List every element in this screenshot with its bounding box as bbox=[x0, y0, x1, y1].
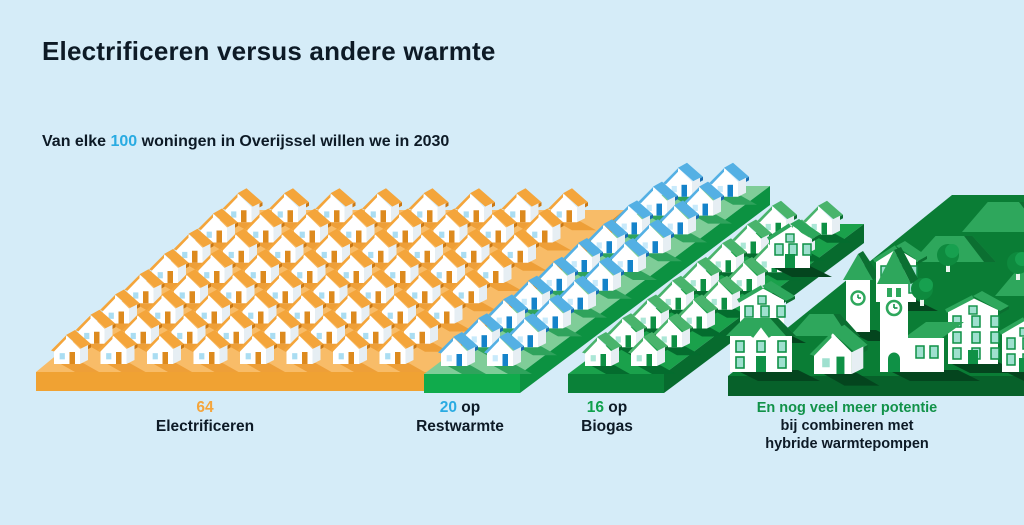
caption-biogas: 16 op Biogas bbox=[537, 399, 677, 436]
house-icon bbox=[653, 313, 701, 356]
house-icon bbox=[97, 330, 146, 372]
house-icon bbox=[384, 208, 432, 251]
house-icon bbox=[359, 228, 408, 271]
house-icon bbox=[315, 188, 364, 231]
house-icon bbox=[330, 330, 378, 372]
page-title: Electrificeren versus andere warmte bbox=[42, 36, 496, 66]
caption-electrificeren: 64 Electrificeren bbox=[105, 399, 305, 436]
house-icon bbox=[215, 309, 263, 352]
caption-restwarmte: 20 op Restwarmte bbox=[380, 399, 540, 436]
house-icon bbox=[173, 228, 222, 271]
house-icon bbox=[335, 249, 383, 291]
house-icon bbox=[584, 256, 632, 299]
house-icon bbox=[559, 275, 607, 318]
caption-value: 20 bbox=[439, 399, 457, 416]
house-icon bbox=[244, 208, 293, 251]
house-icon bbox=[523, 208, 572, 251]
house-icon bbox=[628, 332, 676, 374]
tree-icon bbox=[911, 278, 933, 306]
tree-icon bbox=[937, 244, 959, 272]
caption-line: hybride warmtepompen bbox=[765, 436, 929, 452]
house-icon bbox=[484, 332, 532, 374]
house-icon bbox=[509, 313, 557, 356]
house-icon bbox=[548, 188, 596, 231]
house-icon bbox=[499, 228, 547, 271]
house-icon bbox=[190, 330, 239, 372]
house-icon bbox=[450, 269, 498, 312]
caption-label: Electrificeren bbox=[155, 417, 255, 435]
house-icon bbox=[609, 238, 657, 280]
subtitle-highlight: 100 bbox=[110, 133, 138, 150]
house-icon bbox=[757, 200, 805, 243]
subtitle-prefix: Van elke bbox=[42, 133, 111, 150]
caption-label: Biogas bbox=[581, 417, 633, 435]
house-icon bbox=[678, 294, 726, 337]
caption-line: En nog veel meer potentie bbox=[756, 400, 938, 416]
house-icon bbox=[709, 162, 757, 205]
house-icon bbox=[376, 330, 425, 372]
church-icon bbox=[877, 247, 980, 381]
house-icon bbox=[707, 238, 755, 281]
house-icon bbox=[803, 200, 851, 243]
townhouse-icon bbox=[998, 317, 1024, 381]
manor-icon bbox=[726, 318, 820, 381]
house-icon bbox=[425, 289, 474, 332]
caption-value: 64 bbox=[196, 399, 214, 416]
house-icon bbox=[406, 228, 454, 271]
platform-hybride bbox=[726, 195, 1024, 396]
caption-hybride: En nog veel meer potentie bij combineren… bbox=[713, 399, 981, 453]
subtitle-suffix: woningen in Overijssel willen we in 2030 bbox=[137, 133, 450, 150]
house-icon bbox=[474, 249, 523, 291]
house-icon bbox=[632, 294, 680, 337]
house-icon bbox=[264, 269, 312, 312]
house-icon bbox=[51, 330, 99, 372]
caption-line: bij combineren met bbox=[780, 418, 914, 434]
church-tower-icon bbox=[843, 251, 898, 341]
house-icon bbox=[684, 181, 732, 224]
house-icon bbox=[809, 324, 880, 386]
caption-value: 16 bbox=[586, 399, 604, 416]
house-icon bbox=[401, 309, 449, 352]
roof-icon bbox=[962, 202, 1024, 232]
house-icon bbox=[354, 309, 403, 352]
caption-label: Restwarmte bbox=[416, 417, 504, 435]
house-icon bbox=[171, 269, 219, 312]
townhouse-icon bbox=[766, 219, 832, 277]
house-icon bbox=[198, 208, 246, 251]
house-icon bbox=[634, 219, 682, 262]
caption-value-suffix: op bbox=[457, 399, 481, 416]
house-icon bbox=[124, 269, 173, 312]
house-icon bbox=[283, 330, 332, 372]
house-icon bbox=[534, 294, 582, 337]
house-icon bbox=[582, 332, 630, 374]
house-icon bbox=[613, 200, 661, 243]
house-icon bbox=[438, 332, 486, 374]
house-icon bbox=[144, 330, 192, 372]
tree-icon bbox=[1007, 252, 1024, 280]
caption-value-suffix: op bbox=[604, 399, 628, 416]
townhouse-icon bbox=[945, 291, 1020, 373]
house-icon bbox=[237, 330, 285, 372]
subtitle: Van elke 100 woningen in Overijssel will… bbox=[42, 133, 449, 151]
house-icon bbox=[659, 200, 707, 243]
house-icon bbox=[261, 309, 310, 352]
platform-restwarmte bbox=[424, 162, 770, 393]
